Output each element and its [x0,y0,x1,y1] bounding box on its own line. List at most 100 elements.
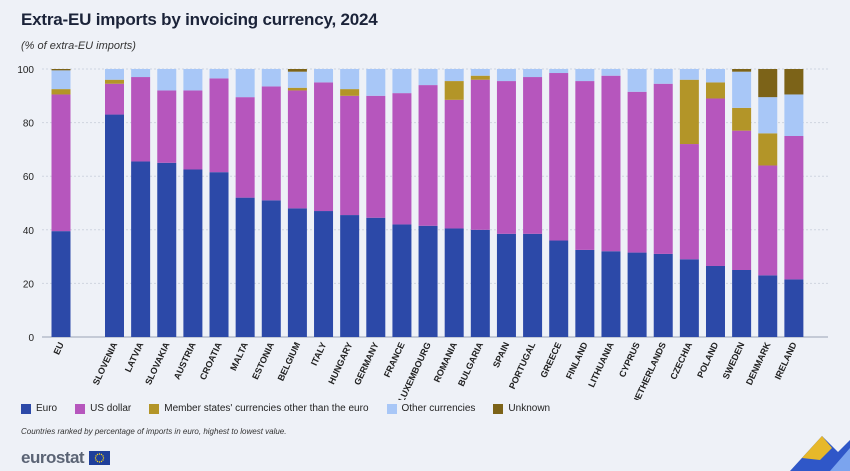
bar-eu-us-dollar [51,94,71,232]
bar-poland-ms-currencies [705,82,725,99]
y-tick-label-0: 0 [28,333,34,344]
x-tick-label-czechia: CZECHIA [668,340,694,381]
x-tick-label-austria: AUSTRIA [172,340,198,381]
x-tick-label-slovakia: SLOVAKIA [143,340,172,386]
bar-malta-other-currencies [235,69,255,98]
bar-lithuania-euro [601,251,621,337]
bar-czechia-other-currencies [679,69,699,80]
eurostat-logo-text: eurostat [21,448,85,467]
bar-sweden-other-currencies [732,71,752,108]
y-tick-label-40: 40 [23,226,35,237]
bar-cyprus-euro [627,252,647,337]
bar-finland-other-currencies [575,69,595,82]
x-tick-label-poland: POLAND [695,340,720,379]
bar-poland-other-currencies [705,69,725,83]
bar-latvia-other-currencies [131,69,151,78]
bar-eu-other-currencies [51,70,71,90]
bar-finland-us-dollar [575,81,595,250]
bar-luxembourg-euro [418,225,438,337]
bar-germany-us-dollar [366,95,386,218]
legend-item-unknown: Unknown [493,403,550,414]
bar-portugal-us-dollar [523,77,543,234]
bar-romania-us-dollar [444,99,464,229]
bar-denmark-us-dollar [758,165,778,276]
legend-swatch-unknown [493,403,504,414]
legend-label-euro: Euro [36,403,58,414]
bar-lithuania-other-currencies [601,69,621,76]
x-tick-label-belgium: BELGIUM [276,341,303,383]
bar-slovakia-other-currencies [157,69,177,91]
bar-cyprus-other-currencies [627,69,647,92]
bar-italy-us-dollar [314,82,334,212]
bar-denmark-euro [758,275,778,337]
x-tick-label-romania: ROMANIA [432,340,459,384]
bar-france-euro [392,224,412,337]
bar-bulgaria-ms-currencies [470,75,490,80]
bar-austria-other-currencies [183,69,203,91]
bar-finland-euro [575,249,595,337]
chart-subtitle: (% of extra-EU imports) [21,40,136,52]
x-tick-label-ireland: IRELAND [773,340,799,381]
bar-denmark-unknown [758,69,778,98]
bar-ireland-unknown [784,69,804,95]
legend-swatch-other-currencies [386,403,397,414]
bar-hungary-us-dollar [340,95,360,216]
bar-slovenia-euro [105,114,124,337]
bar-czechia-ms-currencies [679,79,699,145]
legend-item-euro: Euro [21,403,57,414]
x-tick-label-italy: ITALY [309,341,328,367]
bar-portugal-euro [523,233,543,337]
bar-eu-unknown [51,69,71,71]
bar-spain-other-currencies [496,69,516,82]
bar-netherlands-us-dollar [653,83,673,254]
bar-eu-ms-currencies [51,89,71,95]
bar-belgium-ms-currencies [287,87,307,91]
bar-greece-other-currencies [549,69,569,74]
bar-sweden-euro [732,270,752,337]
bar-belgium-unknown [287,69,307,72]
bar-austria-us-dollar [183,90,203,170]
eurostat-logo[interactable]: eurostat [21,448,111,468]
legend-label-other-currencies: Other currencies [401,403,476,414]
bar-bulgaria-us-dollar [470,79,490,230]
x-tick-label-cyprus: CYPRUS [617,341,642,379]
x-tick-label-germany: GERMANY [352,341,381,387]
bar-malta-euro [235,197,255,337]
bar-netherlands-euro [653,253,673,337]
bar-portugal-other-currencies [523,69,543,78]
legend-label-unknown: Unknown [508,403,551,414]
x-tick-label-greece: GREECE [538,341,563,380]
bar-spain-euro [496,233,516,337]
bar-belgium-euro [287,208,307,337]
bar-latvia-us-dollar [131,77,151,162]
bar-ireland-euro [784,279,804,337]
legend-label-ms-currencies: Member states' currencies other than the… [164,403,369,414]
bar-greece-euro [549,240,569,337]
bar-denmark-ms-currencies [758,133,778,166]
bar-luxembourg-other-currencies [418,69,438,86]
bar-belgium-other-currencies [287,71,307,88]
chart-legend: Euro US dollar Member states' currencies… [21,403,550,414]
y-tick-label-80: 80 [23,119,35,130]
legend-item-other-currencies: Other currencies [386,403,476,414]
legend-swatch-euro [21,403,31,414]
x-tick-label-slovenia: SLOVENIA [91,340,120,386]
bar-austria-euro [183,169,203,337]
bar-sweden-ms-currencies [732,107,752,131]
ranking-note: Countries ranked by percentage of import… [21,427,287,436]
x-tick-label-sweden: SWEDEN [721,341,747,381]
bar-estonia-other-currencies [261,69,281,87]
x-tick-label-hungary: HUNGARY [326,341,354,386]
x-tick-label-malta: MALTA [228,340,250,372]
y-tick-label-20: 20 [23,279,35,290]
legend-label-us-dollar: US dollar [90,403,132,414]
bar-france-other-currencies [392,69,412,94]
bar-lithuania-us-dollar [601,75,621,252]
bar-ireland-other-currencies [784,94,804,136]
legend-swatch-ms-currencies [149,403,160,414]
bar-belgium-us-dollar [287,90,307,209]
bar-denmark-other-currencies [758,97,778,134]
bar-malta-us-dollar [235,97,255,198]
bar-italy-euro [314,211,334,337]
